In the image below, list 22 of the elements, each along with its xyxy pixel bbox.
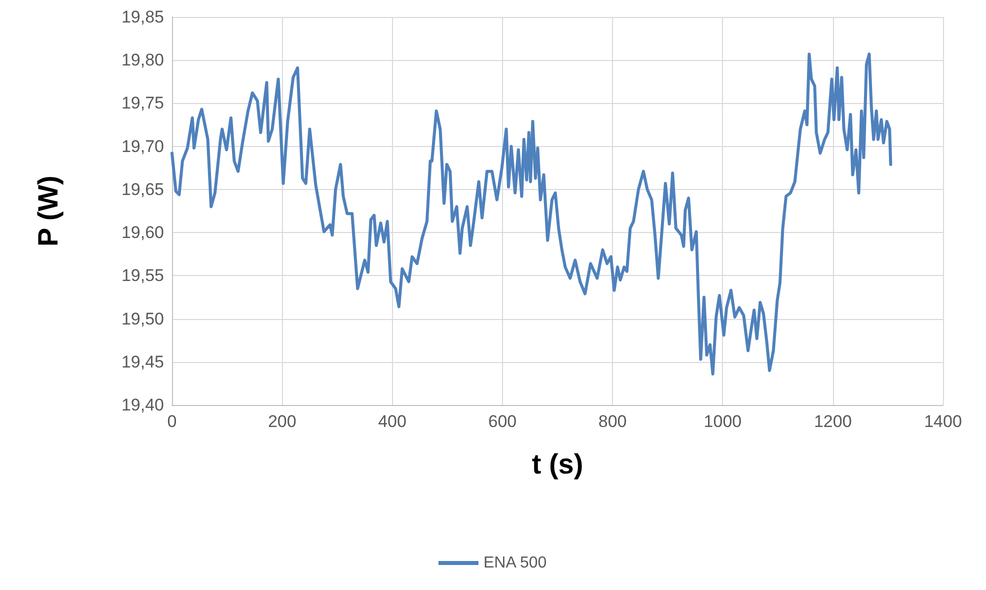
x-tick-label: 400 xyxy=(378,412,406,431)
y-tick-label: 19,55 xyxy=(121,266,164,286)
x-tick-label: 1200 xyxy=(814,412,852,431)
y-tick-label: 19,40 xyxy=(121,396,164,414)
x-axis-title: t (s) xyxy=(532,448,584,480)
x-tick-label: 0 xyxy=(167,412,177,431)
x-tick-label: 1400 xyxy=(924,412,962,431)
x-tick-label: 600 xyxy=(488,412,517,431)
y-tick-label: 19,70 xyxy=(121,136,164,156)
y-tick-label: 19,75 xyxy=(121,94,164,113)
line-series xyxy=(170,52,892,376)
x-tick-label: 1000 xyxy=(704,412,742,431)
y-tick-label: 19,60 xyxy=(121,223,164,242)
y-tick-label: 19,85 xyxy=(121,8,164,26)
x-tick-label: 200 xyxy=(268,412,296,431)
y-tick-label: 19,65 xyxy=(121,180,164,199)
y-axis-title: P (W) xyxy=(32,175,64,247)
y-tick-label: 19,50 xyxy=(121,309,164,328)
legend-label: ENA 500 xyxy=(483,554,547,572)
x-tick-label: 800 xyxy=(598,412,627,431)
y-tick-label: 19,45 xyxy=(121,352,164,372)
y-tick-label: 19,80 xyxy=(121,50,164,70)
